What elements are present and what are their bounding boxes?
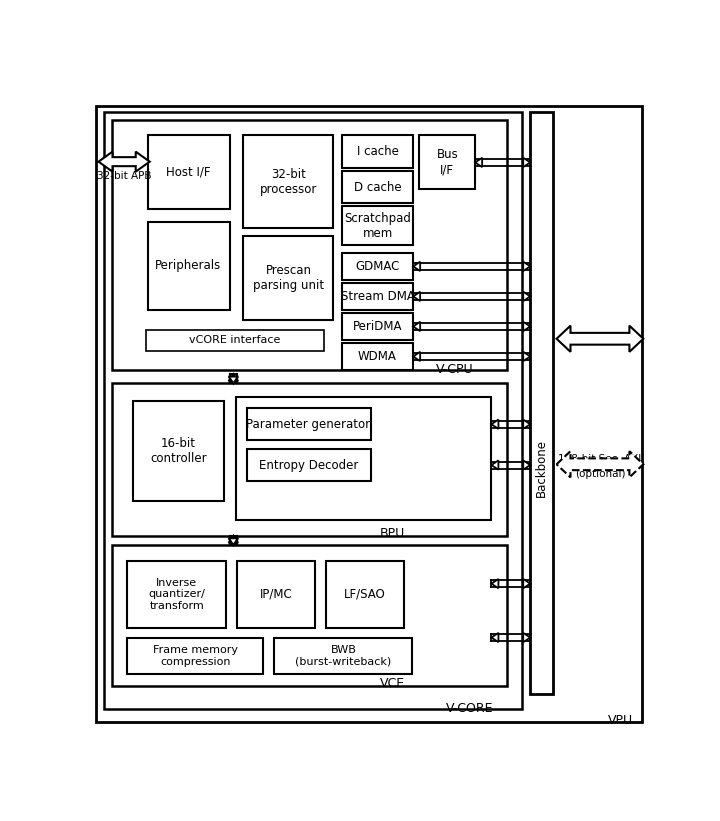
Text: VCE: VCE: [379, 677, 405, 690]
Bar: [132, 401, 224, 502]
Polygon shape: [229, 374, 238, 381]
Text: Entropy Decoder: Entropy Decoder: [259, 459, 359, 471]
Polygon shape: [523, 633, 530, 642]
Polygon shape: [229, 377, 238, 383]
Polygon shape: [492, 579, 498, 589]
Text: Bus
I/F: Bus I/F: [436, 149, 458, 177]
Bar: [342, 135, 413, 167]
Bar: [112, 383, 507, 536]
Polygon shape: [413, 262, 420, 271]
Bar: [342, 171, 413, 204]
Polygon shape: [523, 158, 530, 167]
Polygon shape: [413, 352, 420, 361]
Polygon shape: [229, 536, 238, 543]
Bar: [127, 638, 263, 675]
Bar: [342, 342, 413, 370]
Bar: [530, 112, 553, 694]
Text: Stream DMA: Stream DMA: [341, 290, 415, 303]
Polygon shape: [413, 322, 420, 331]
Text: BPU: BPU: [379, 527, 405, 540]
Polygon shape: [229, 539, 238, 545]
Polygon shape: [523, 291, 530, 301]
Bar: [243, 236, 333, 320]
Polygon shape: [557, 452, 644, 477]
Polygon shape: [523, 322, 530, 331]
Bar: [238, 561, 315, 628]
Bar: [127, 561, 226, 628]
Bar: [148, 135, 230, 209]
Text: PeriDMA: PeriDMA: [353, 320, 402, 333]
Bar: [342, 206, 413, 245]
Text: WDMA: WDMA: [358, 350, 397, 363]
Text: Scratchpad
mem: Scratchpad mem: [344, 212, 411, 240]
Bar: [246, 449, 371, 481]
Polygon shape: [523, 262, 530, 271]
Text: Prescan
parsing unit: Prescan parsing unit: [253, 264, 324, 292]
Text: Peripherals: Peripherals: [156, 259, 222, 272]
Polygon shape: [475, 158, 482, 167]
Text: (optional): (optional): [575, 469, 625, 479]
Polygon shape: [523, 352, 530, 361]
Bar: [112, 120, 507, 370]
Bar: [326, 561, 404, 628]
Polygon shape: [99, 152, 150, 172]
Bar: [112, 545, 507, 686]
Text: V-CORE: V-CORE: [446, 702, 493, 715]
Bar: [274, 638, 413, 675]
Bar: [145, 329, 324, 351]
Bar: [246, 408, 371, 440]
Text: 128-bit Sec, AXI: 128-bit Sec, AXI: [558, 454, 642, 464]
Text: 16-bit
controller: 16-bit controller: [150, 437, 207, 466]
Text: 128-bit Pri AXI: 128-bit Pri AXI: [562, 334, 637, 344]
Text: Parameter generator: Parameter generator: [246, 418, 371, 431]
Bar: [148, 222, 230, 310]
Text: Frame memory
compression: Frame memory compression: [153, 645, 238, 667]
Text: vCORE interface: vCORE interface: [189, 335, 281, 346]
Text: 32-bit APB: 32-bit APB: [97, 171, 151, 181]
Text: I cache: I cache: [356, 145, 398, 158]
Text: GDMAC: GDMAC: [356, 260, 400, 273]
Polygon shape: [492, 420, 498, 429]
Bar: [342, 282, 413, 310]
Text: Host I/F: Host I/F: [166, 165, 211, 178]
Polygon shape: [557, 326, 644, 352]
Bar: [342, 253, 413, 280]
Bar: [235, 397, 492, 520]
Polygon shape: [523, 579, 530, 589]
Polygon shape: [413, 291, 420, 301]
Text: VPU: VPU: [608, 714, 634, 727]
Text: BWB
(burst-writeback): BWB (burst-writeback): [295, 645, 392, 667]
Polygon shape: [523, 461, 530, 470]
Text: Backbone: Backbone: [536, 439, 549, 498]
Text: D cache: D cache: [354, 181, 401, 194]
Text: IP/MC: IP/MC: [260, 588, 292, 601]
Text: V-CPU: V-CPU: [436, 363, 473, 376]
Polygon shape: [492, 633, 498, 642]
Bar: [104, 112, 523, 709]
Bar: [243, 135, 333, 228]
Bar: [342, 313, 413, 340]
Text: LF/SAO: LF/SAO: [344, 588, 386, 601]
Polygon shape: [523, 420, 530, 429]
Bar: [419, 135, 475, 190]
Text: Inverse
quantizer/
transform: Inverse quantizer/ transform: [148, 578, 205, 611]
Text: 32-bit
processor: 32-bit processor: [260, 167, 317, 195]
Polygon shape: [492, 461, 498, 470]
